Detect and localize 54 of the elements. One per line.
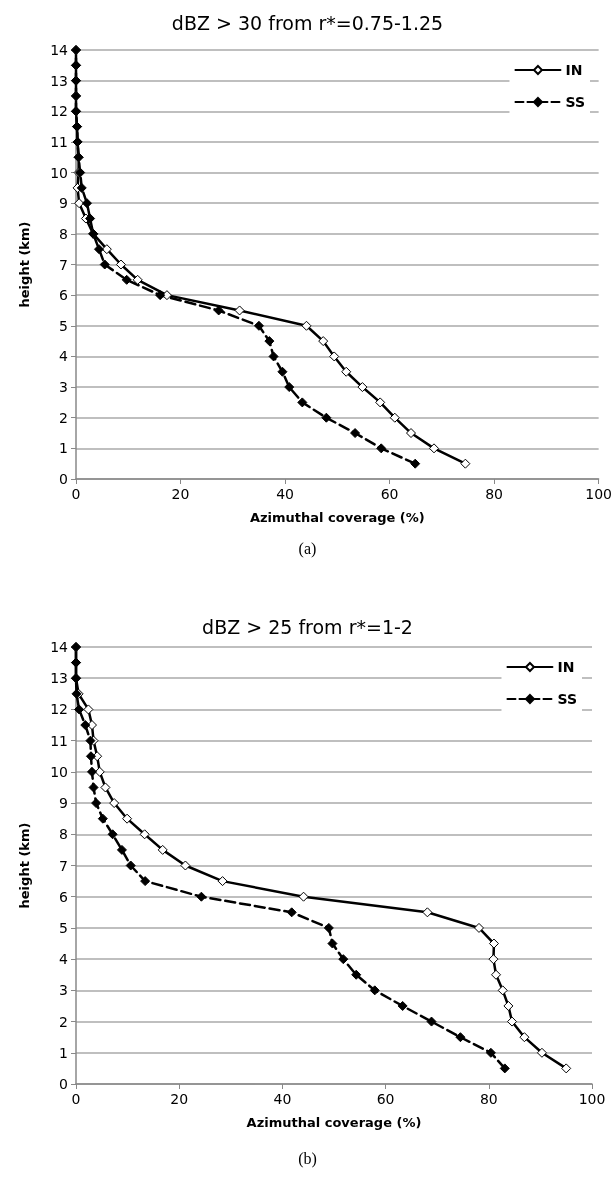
y-tick-label: 2 [59,409,68,426]
legend-label: SS [557,691,578,707]
y-tick-label: 6 [59,287,69,304]
y-tick-label: 0 [59,1076,68,1092]
x-tick-label: 80 [485,486,504,502]
chart-title: dBZ > 25 from r*=1-2 [202,615,413,638]
x-tick-label: 100 [578,1091,606,1107]
y-tick-label: 9 [59,195,68,212]
x-tick-label: 0 [71,486,81,502]
x-tick-label: 80 [479,1091,498,1107]
y-tick-label: 12 [50,701,68,718]
y-tick-label: 9 [59,795,68,812]
y-tick-label: 12 [50,103,68,120]
y-tick-label: 1 [59,1044,68,1061]
x-axis-title: Azimuthal coverage (%) [249,510,425,525]
chart-title: dBZ > 30 from r*=0.75-1.25 [171,11,444,34]
y-tick-label: 13 [50,72,68,89]
y-tick-label: 5 [59,317,68,334]
legend-label: IN [557,659,575,675]
y-axis-title: height (km) [17,221,32,308]
y-tick-label: 10 [50,763,68,780]
x-tick-label: 40 [276,486,294,502]
x-tick-label: 100 [585,486,613,502]
y-tick-label: 2 [59,1013,68,1030]
y-tick-label: 7 [59,857,68,874]
x-axis-title: Azimuthal coverage (%) [246,1115,422,1130]
y-tick-label: 4 [59,348,69,365]
y-tick-label: 11 [50,732,68,749]
y-tick-label: 5 [59,919,68,936]
y-tick-label: 0 [59,471,68,487]
y-tick-label: 4 [59,951,69,968]
x-tick-label: 60 [376,1091,395,1107]
x-tick-label: 20 [170,1091,189,1107]
y-tick-label: 14 [50,639,69,655]
y-tick-label: 10 [50,164,68,181]
x-tick-label: 60 [380,486,399,502]
y-tick-label: 1 [59,440,68,457]
y-tick-label: 14 [50,42,69,58]
y-tick-label: 8 [59,826,68,843]
y-tick-label: 6 [59,888,69,905]
x-tick-label: 40 [273,1091,292,1107]
x-tick-label: 0 [71,1091,81,1107]
y-tick-label: 7 [59,256,68,273]
y-axis-title: height (km) [17,822,32,909]
text: (b) [298,1149,317,1168]
legend-label: IN [565,62,583,78]
y-tick-label: 8 [59,225,68,242]
y-tick-label: 11 [50,133,68,150]
y-tick-label: 3 [59,379,68,396]
y-tick-label: 13 [50,670,68,687]
x-tick-label: 20 [171,486,190,502]
legend-label: SS [565,94,586,110]
text: (a) [298,539,317,558]
y-tick-label: 3 [59,982,68,999]
